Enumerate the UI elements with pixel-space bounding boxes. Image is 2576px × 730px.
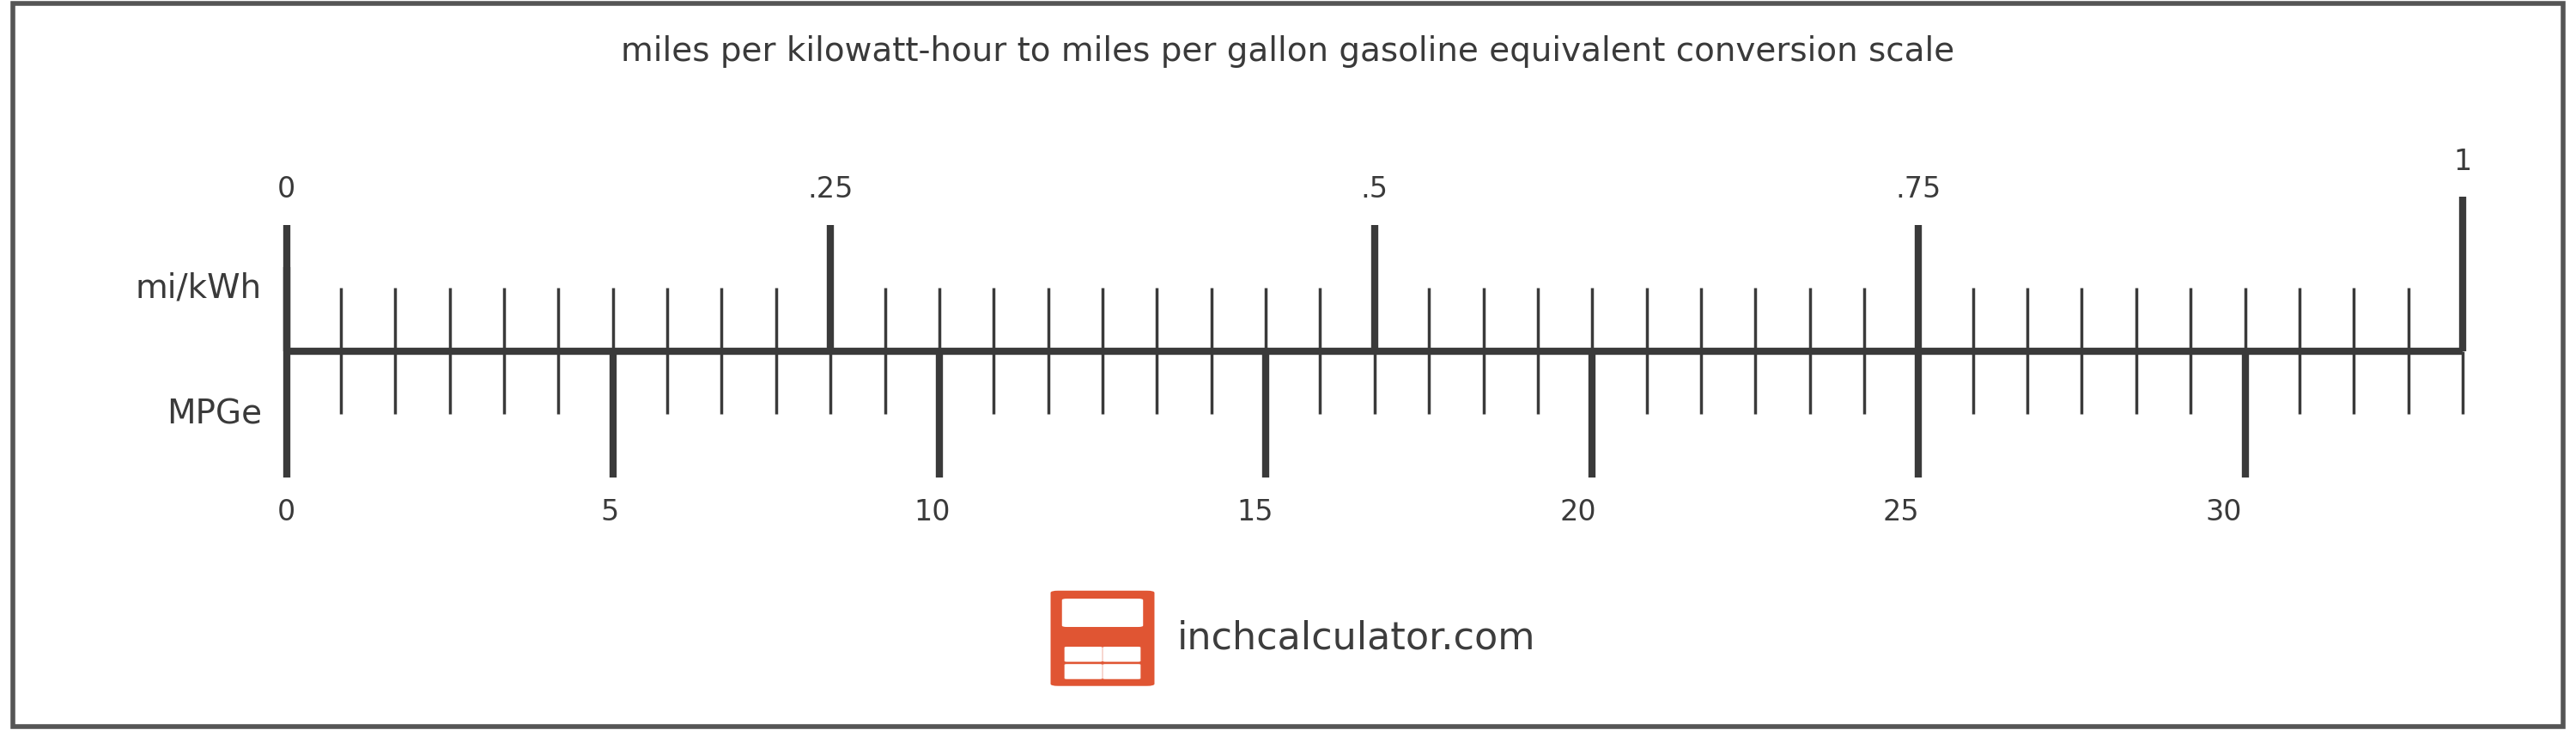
Text: 1: 1: [2452, 147, 2473, 176]
Text: 25: 25: [1883, 498, 1919, 526]
Text: 20: 20: [1558, 498, 1597, 526]
Text: 0: 0: [278, 498, 296, 526]
FancyBboxPatch shape: [1064, 664, 1103, 679]
Text: inchcalculator.com: inchcalculator.com: [1177, 620, 1535, 657]
Text: 15: 15: [1236, 498, 1273, 526]
Text: .5: .5: [1360, 175, 1388, 204]
FancyBboxPatch shape: [1051, 591, 1154, 686]
Text: .25: .25: [809, 175, 853, 204]
Text: 10: 10: [914, 498, 951, 526]
Text: .75: .75: [1896, 175, 1942, 204]
FancyBboxPatch shape: [1103, 647, 1141, 662]
Text: miles per kilowatt-hour to miles per gallon gasoline equivalent conversion scale: miles per kilowatt-hour to miles per gal…: [621, 36, 1955, 69]
Text: MPGe: MPGe: [167, 398, 263, 431]
Text: 0: 0: [278, 175, 296, 204]
Text: 30: 30: [2205, 498, 2241, 526]
FancyBboxPatch shape: [1103, 664, 1141, 679]
Text: 5: 5: [600, 498, 618, 526]
FancyBboxPatch shape: [1064, 647, 1103, 662]
Text: mi/kWh: mi/kWh: [137, 272, 263, 304]
FancyBboxPatch shape: [1061, 599, 1144, 627]
